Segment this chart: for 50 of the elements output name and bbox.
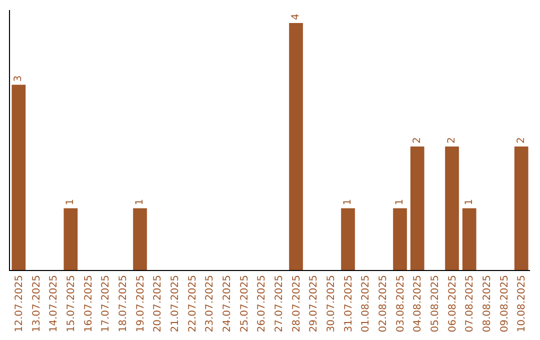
bar — [133, 208, 147, 270]
data-label: 3 — [13, 75, 24, 82]
data-label: 1 — [394, 198, 406, 206]
x-tick-label: 27.07.2025 — [274, 275, 285, 332]
data-label: 1 — [464, 198, 475, 206]
bar — [64, 208, 78, 270]
x-tick-label: 09.08.2025 — [499, 275, 510, 332]
data-label: 2 — [516, 137, 527, 144]
x-tick-label: 18.07.2025 — [118, 275, 129, 332]
bar — [410, 146, 424, 270]
data-label: 1 — [134, 198, 146, 206]
x-tick-label: 16.07.2025 — [83, 275, 94, 332]
bar — [514, 146, 528, 270]
x-tick-label: 29.07.2025 — [308, 275, 320, 332]
x-tick-label: 28.07.2025 — [291, 275, 302, 332]
bar — [462, 208, 476, 270]
bar — [445, 146, 459, 270]
data-label: 4 — [290, 14, 302, 20]
x-tick-label: 23.07.2025 — [204, 275, 216, 332]
data-label: 1 — [65, 198, 76, 206]
x-tick-label: 22.07.2025 — [187, 275, 198, 332]
x-tick-label: 26.07.2025 — [256, 275, 268, 332]
bar — [289, 23, 303, 270]
x-tick-label: 03.08.2025 — [395, 275, 406, 332]
x-tick-label: 24.07.2025 — [222, 275, 233, 332]
x-tick-label: 20.07.2025 — [152, 275, 164, 332]
x-tick-label: 10.08.2025 — [516, 275, 528, 332]
x-tick-label: 12.07.2025 — [14, 275, 25, 332]
x-tick-label: 31.07.2025 — [343, 275, 354, 332]
data-label: 2 — [412, 137, 423, 144]
x-tick-label: 04.08.2025 — [412, 275, 424, 332]
x-tick-label: 17.07.2025 — [100, 275, 112, 332]
x-tick-label: 25.07.2025 — [239, 275, 250, 332]
x-tick-label: 01.08.2025 — [360, 275, 372, 332]
x-tick-label: 02.08.2025 — [378, 275, 389, 332]
bar — [393, 208, 407, 270]
x-tick-label: 21.07.2025 — [170, 275, 181, 332]
bar — [12, 84, 26, 270]
data-label: 2 — [446, 137, 458, 144]
x-tick-label: 14.07.2025 — [48, 275, 60, 332]
x-tick-label: 08.08.2025 — [482, 275, 493, 332]
x-tick-label: 15.07.2025 — [66, 275, 77, 332]
x-tick-label: 07.08.2025 — [464, 275, 476, 332]
x-tick-label: 13.07.2025 — [31, 275, 42, 332]
x-tick-label: 06.08.2025 — [447, 275, 458, 332]
bar — [341, 208, 355, 270]
data-label: 1 — [342, 198, 354, 206]
x-tick-label: 19.07.2025 — [135, 275, 146, 332]
x-tick-label: 30.07.2025 — [326, 275, 337, 332]
x-tick-label: 05.08.2025 — [430, 275, 441, 332]
